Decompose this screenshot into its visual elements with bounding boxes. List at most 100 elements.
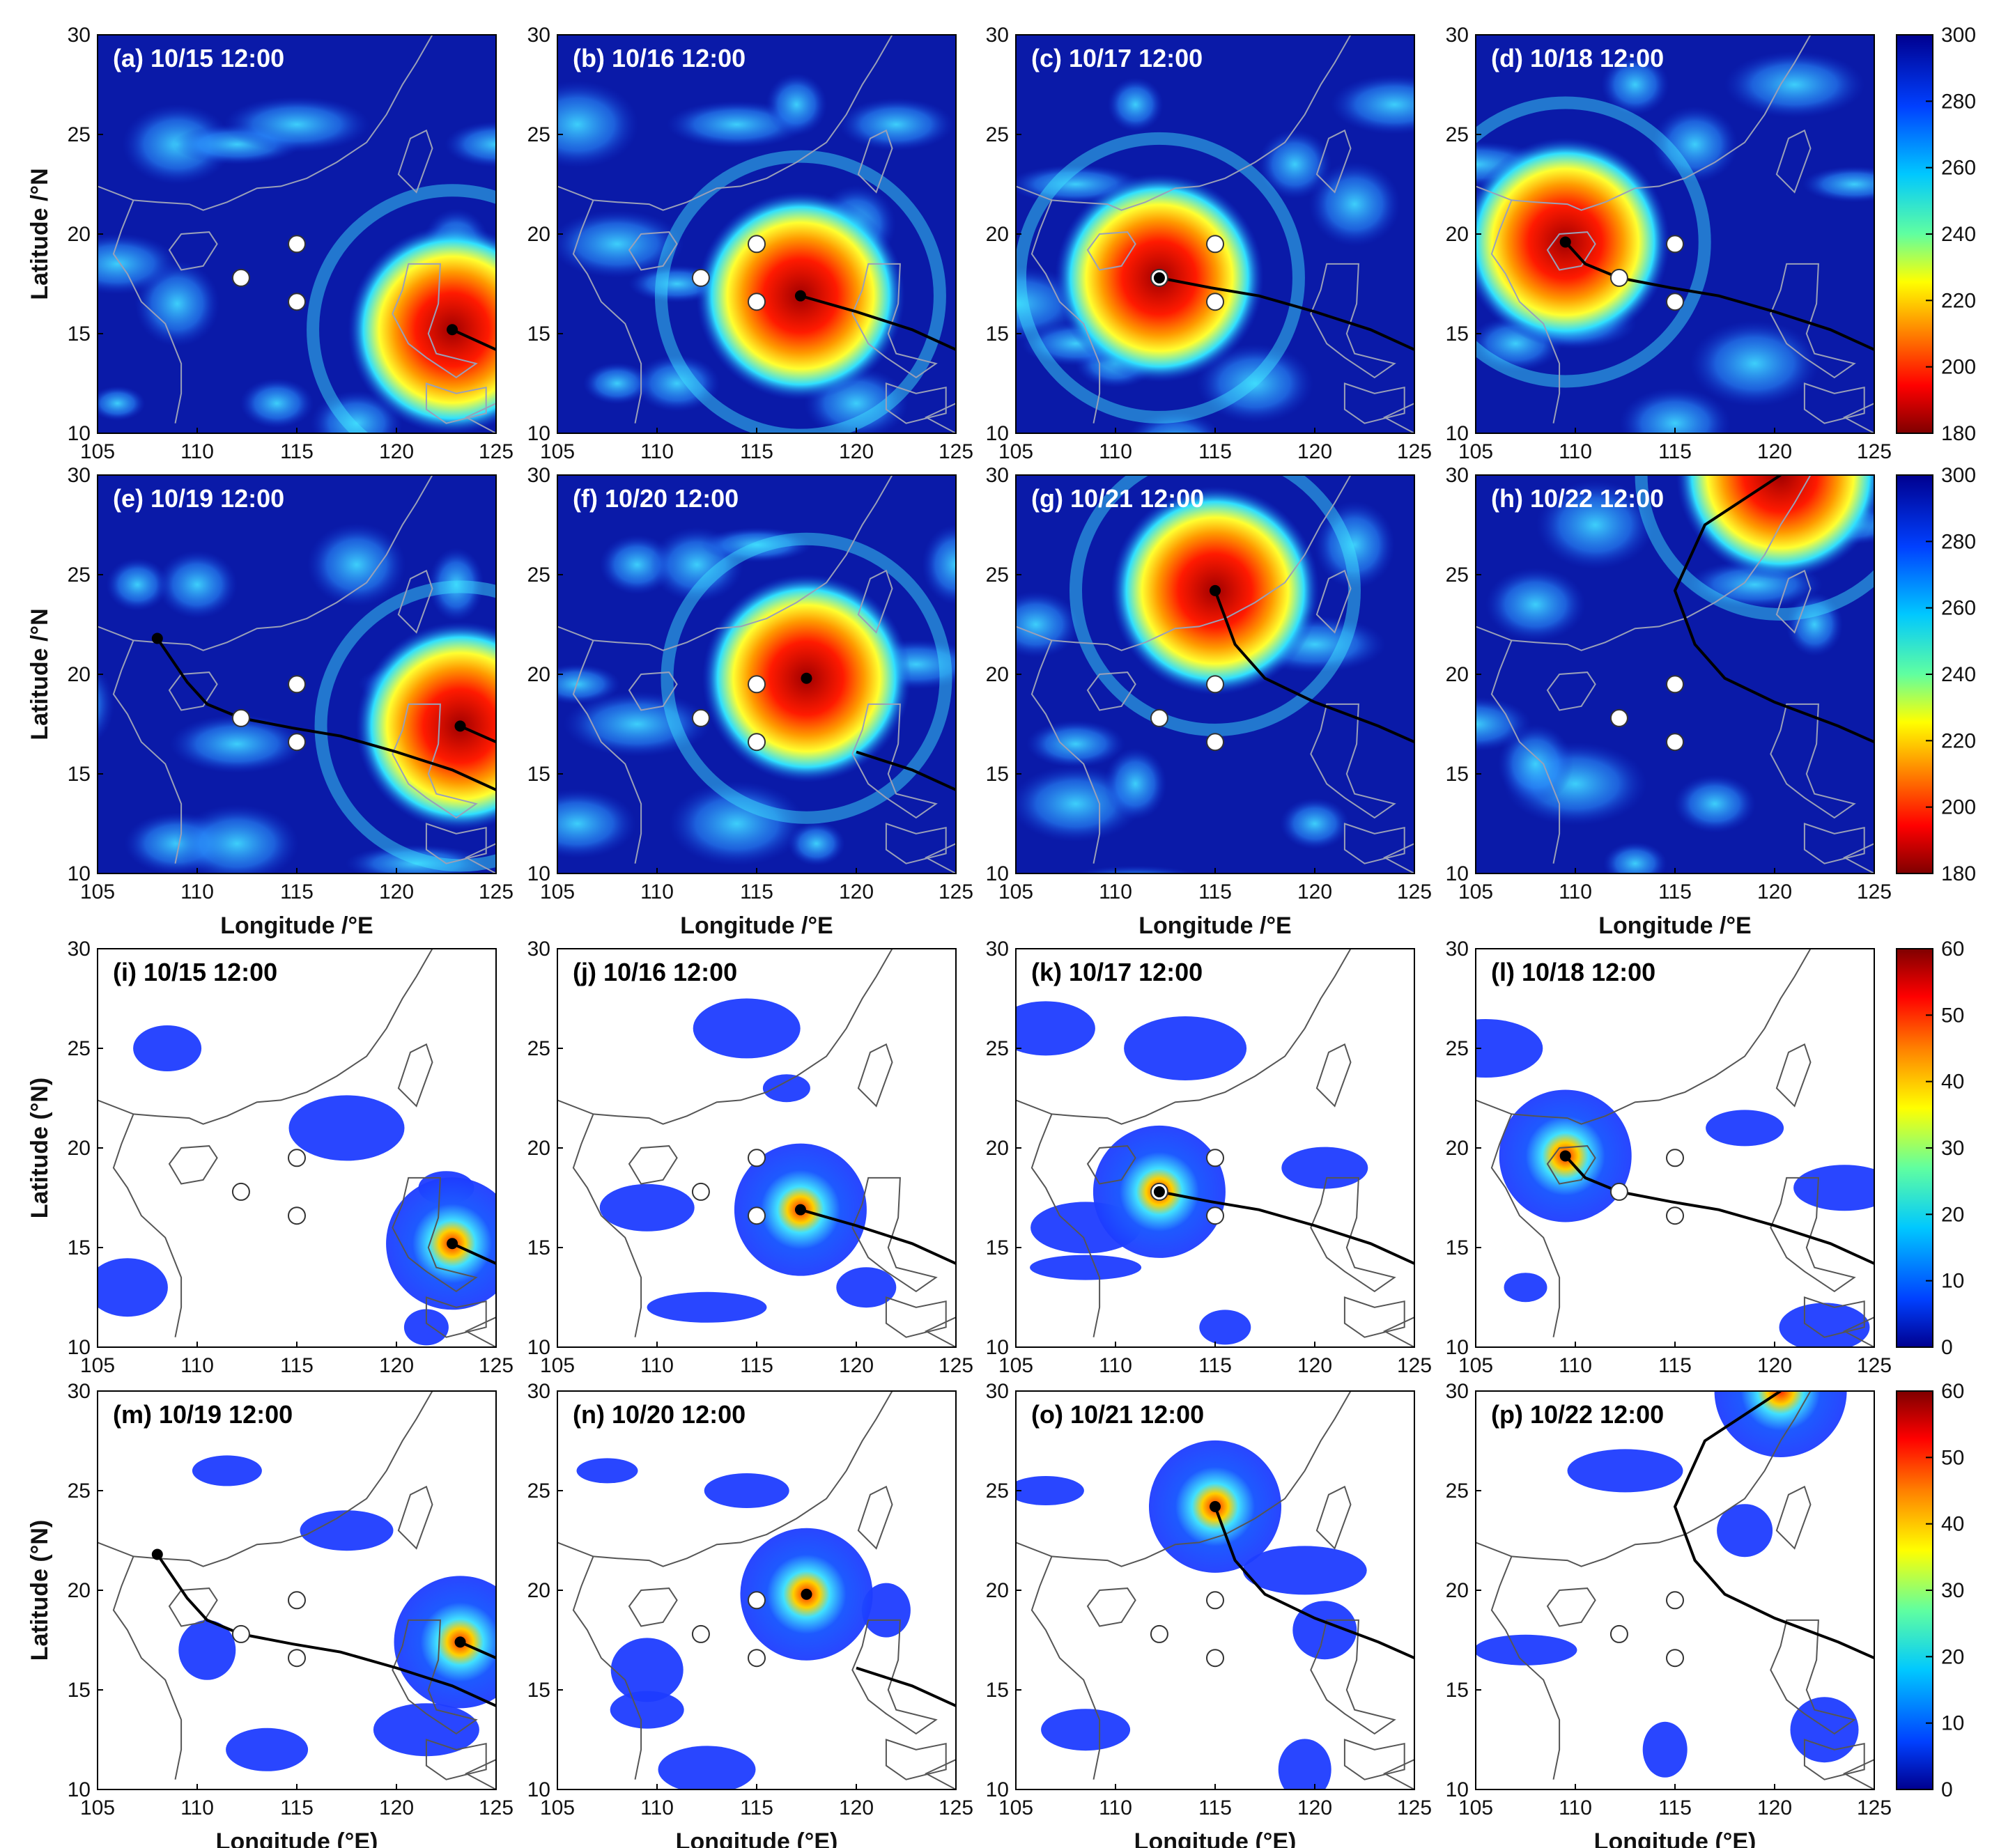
- spiral-band: [661, 532, 952, 824]
- x-tick-label: 115: [1198, 440, 1232, 463]
- coastline: [572, 1556, 642, 1780]
- y-tick-label: 25: [986, 123, 1009, 146]
- station-marker: [1666, 733, 1684, 752]
- panel-n: 105 110 115 120 125 10 15 20 25 30 (n) 10/20 12:00…: [527, 1380, 973, 1848]
- island-outline: [885, 1739, 947, 1780]
- x-tick-label: 105: [1458, 1354, 1493, 1377]
- y-tick-label: 25: [1446, 1480, 1469, 1503]
- x-tick-label: 110: [180, 1354, 214, 1377]
- island-outline: [857, 129, 893, 194]
- cloud-patch: [1107, 77, 1164, 132]
- panel-title: (g) 10/21 12:00: [1031, 484, 1204, 513]
- typhoon-track: [451, 1242, 496, 1265]
- cloud-patch: [345, 844, 488, 873]
- x-tick-label: 115: [740, 440, 773, 463]
- island-outline: [168, 231, 218, 271]
- island-outline: [1770, 703, 1856, 819]
- panel-title: (j) 10/16 12:00: [573, 958, 737, 986]
- colorbar-tick-label: 180: [1941, 422, 1976, 445]
- cloud-patch: [838, 98, 955, 151]
- x-tick-label: 105: [80, 880, 115, 903]
- panel-field: [1476, 949, 1874, 1347]
- station-marker: [1666, 235, 1684, 254]
- y-tick-label: 25: [68, 1480, 91, 1503]
- island-outline: [628, 1145, 678, 1185]
- x-tick-label: 105: [80, 1354, 115, 1377]
- panel-field: [98, 35, 496, 433]
- island-outline: [1842, 402, 1874, 433]
- y-tick-label: 25: [527, 1037, 550, 1060]
- cloud-patch: [307, 522, 406, 607]
- island-outline: [1546, 671, 1596, 711]
- island-outline: [464, 1758, 496, 1789]
- colorbar-ir: 300 280 260 240 220 200 180: [1896, 464, 1976, 885]
- panel-field: [98, 949, 496, 1347]
- island-outline: [425, 1296, 487, 1338]
- colorbar-tick-label: 10: [1941, 1270, 1964, 1293]
- coastline: [98, 35, 433, 211]
- coastline: [1030, 640, 1101, 864]
- typhoon-track: [856, 1666, 956, 1707]
- typhoon-center: [1559, 236, 1571, 248]
- y-tick-label: 10: [986, 1336, 1009, 1359]
- coastline: [572, 640, 642, 864]
- island-outline: [397, 569, 433, 634]
- island-outline: [1546, 1145, 1596, 1185]
- island-outline: [397, 1043, 433, 1108]
- cloud-patch: [1314, 501, 1396, 589]
- x-axis-label: Longitude /°E: [1598, 913, 1751, 939]
- station-marker: [691, 1182, 710, 1201]
- y-tick-label: 30: [1446, 938, 1469, 961]
- x-tick-label: 105: [1458, 1796, 1493, 1819]
- cloud-patch: [922, 524, 956, 605]
- cloud-patch: [1330, 75, 1414, 135]
- cloud-patch: [1128, 411, 1223, 433]
- island-outline: [857, 1043, 893, 1108]
- y-tick-label: 10: [527, 862, 550, 885]
- y-tick-label: 15: [527, 763, 550, 786]
- y-tick-label: 15: [1446, 1679, 1469, 1702]
- cloud-patch: [766, 73, 828, 137]
- rain-patch: [1041, 1709, 1131, 1751]
- y-tick-label: 30: [1446, 24, 1469, 47]
- y-tick-label: 20: [1446, 663, 1469, 686]
- y-tick-label: 15: [1446, 323, 1469, 345]
- coastline: [1016, 35, 1352, 211]
- station-marker: [1666, 1649, 1684, 1668]
- coastline: [1016, 475, 1352, 651]
- station-marker: [1609, 708, 1628, 727]
- coastline: [557, 949, 893, 1125]
- coastline: [1476, 949, 1812, 1125]
- track-start-marker: [151, 632, 163, 644]
- cloud-patch: [1308, 162, 1401, 247]
- typhoon-track: [1564, 1155, 1874, 1265]
- x-tick-label: 125: [479, 1796, 514, 1819]
- x-tick-label: 105: [80, 440, 115, 463]
- x-tick-label: 125: [1857, 1354, 1892, 1377]
- station-marker: [691, 268, 710, 287]
- colorbar-tick-label: 50: [1941, 1004, 1964, 1027]
- coastline: [98, 949, 433, 1125]
- coastline: [1490, 1556, 1561, 1780]
- x-tick-label: 125: [479, 880, 514, 903]
- island-outline: [1343, 1739, 1405, 1780]
- island-outline: [1775, 569, 1812, 634]
- station-marker: [288, 1206, 306, 1225]
- colorbar-tick-label: 300: [1941, 464, 1976, 487]
- panel-title: (e) 10/19 12:00: [113, 484, 284, 513]
- x-tick-label: 120: [1297, 440, 1332, 463]
- coastline: [112, 200, 183, 424]
- island-outline: [392, 263, 478, 379]
- typhoon-center: [454, 1636, 466, 1648]
- panel-field: [1016, 35, 1414, 433]
- y-tick-label: 20: [986, 663, 1009, 686]
- station-marker: [288, 1591, 306, 1610]
- cloud-patch: [1196, 343, 1314, 424]
- colorbar-rain: 60 50 40 30 20 10 0: [1896, 938, 1964, 1359]
- typhoon-center: [454, 720, 466, 732]
- x-tick-label: 105: [540, 1354, 575, 1377]
- island-outline: [851, 703, 938, 819]
- y-tick-label: 15: [1446, 763, 1469, 786]
- station-marker: [1666, 675, 1684, 694]
